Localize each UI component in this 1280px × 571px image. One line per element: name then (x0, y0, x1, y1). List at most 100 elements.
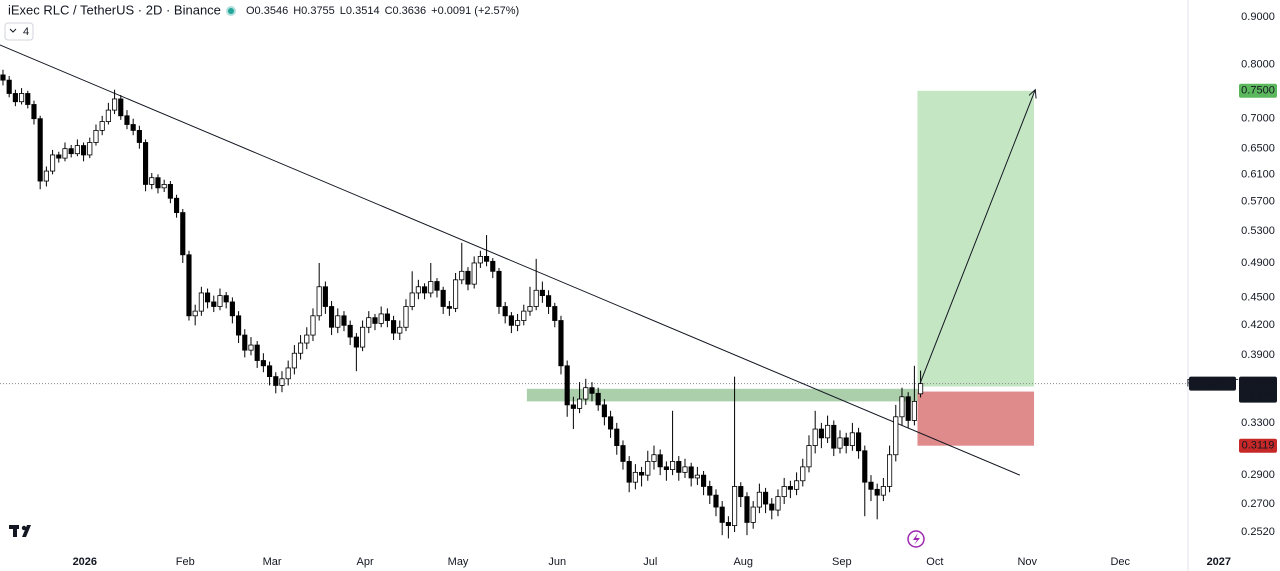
candle-body (143, 142, 149, 185)
candle-body (223, 295, 229, 303)
candle-body (515, 320, 521, 326)
candle-body (632, 471, 638, 483)
candle-body (508, 315, 514, 326)
candle-body (694, 474, 700, 479)
candle-body (248, 344, 254, 351)
y-tick-label: 0.2900 (1241, 469, 1275, 481)
candle-body (391, 320, 397, 334)
candle-body (787, 486, 793, 490)
target-label-bg (1239, 83, 1277, 98)
candle-body (570, 404, 576, 409)
candle-body (837, 437, 843, 449)
chevron (9, 28, 17, 33)
candle-body (434, 281, 440, 291)
candle-body (800, 466, 806, 482)
plot-area (0, 44, 1188, 539)
status-dot (228, 8, 234, 14)
candle-body (378, 313, 384, 324)
candle-body (304, 334, 310, 344)
symbol-tag: RLCUSDT (1187, 378, 1239, 390)
candle-body (260, 360, 266, 367)
candle-body (471, 262, 477, 285)
candle-body (93, 130, 99, 143)
candle-body (657, 454, 663, 468)
tv-logo (9, 525, 31, 537)
stop-box (917, 391, 1035, 446)
candle-body (409, 292, 415, 307)
candle-body (601, 404, 607, 418)
candle-body (589, 387, 595, 394)
candle-body (732, 486, 738, 526)
candle-body (279, 378, 285, 386)
legend-value: C0.3636 (385, 5, 427, 17)
candle-body (353, 336, 359, 348)
candle-body (707, 486, 713, 496)
candle-body (118, 98, 124, 117)
candle-body (490, 260, 496, 272)
candle-body (477, 256, 483, 264)
candle-body (6, 79, 12, 94)
candle-body (192, 310, 198, 317)
candle-body (273, 376, 279, 386)
y-tick-label: 0.2520 (1241, 526, 1275, 538)
candle-body (608, 416, 614, 430)
ohlc-legend: O0.3546 H0.3755 L0.3514 C0.3636 +0.0091 (+2.… (246, 5, 519, 17)
candle-body (862, 450, 868, 483)
y-tick-label: 0.8000 (1241, 59, 1275, 71)
candle-body (719, 506, 725, 523)
candle-body (347, 324, 353, 338)
projection-arrow (919, 90, 1035, 384)
candle-body (818, 428, 824, 439)
y-tick-label: 0.4900 (1241, 257, 1275, 269)
y-tick-label: 0.9000 (1241, 11, 1275, 23)
candle-body (217, 295, 223, 307)
candle-body (713, 494, 719, 508)
legend-value: L0.3514 (340, 5, 380, 17)
candle-body (186, 254, 192, 317)
candle-body (558, 320, 564, 367)
legend-value: H0.3755 (293, 5, 335, 17)
candle-body (639, 471, 645, 476)
candle-body (149, 177, 155, 185)
candle-body (812, 428, 818, 446)
candle-body (825, 424, 831, 439)
candle-body (298, 342, 304, 354)
candle-body (756, 491, 762, 508)
y-tick-label: 0.4500 (1241, 291, 1275, 303)
candle-body (496, 270, 502, 307)
candle-body (124, 115, 130, 125)
candle-body (174, 197, 180, 213)
candle-body (310, 315, 316, 336)
x-tick-label: Dec (1110, 556, 1130, 568)
candle-body (74, 145, 80, 155)
candle-body (918, 383, 924, 395)
candle-body (595, 392, 601, 406)
candle-body (577, 398, 583, 409)
symbol-tag-bg (1189, 376, 1236, 391)
x-tick-label: May (448, 556, 469, 568)
candle-body (112, 98, 118, 111)
lightning-icon[interactable] (907, 530, 925, 548)
x-tick-label: Jun (548, 556, 566, 568)
candle-body (663, 466, 669, 470)
candle-body (285, 367, 291, 380)
candle-body (744, 496, 750, 523)
legend-value: +0.0091 (+2.57%) (431, 5, 519, 17)
candle-body (415, 286, 421, 294)
candle-body (893, 416, 899, 456)
x-tick-label: Jul (643, 556, 657, 568)
candle-body (856, 432, 862, 452)
candle-body (868, 481, 874, 490)
candle-body (422, 286, 428, 294)
indicator-toggle[interactable] (4, 22, 34, 41)
candle-body (37, 118, 43, 182)
candle-body (626, 461, 632, 483)
candle-body (105, 109, 111, 122)
target-label: 0.7500 (1241, 85, 1275, 97)
candle-body (205, 292, 211, 303)
candle-body (372, 317, 378, 324)
candle-body (831, 424, 837, 449)
candle-body (291, 352, 297, 369)
x-tick-label: Oct (926, 556, 943, 568)
